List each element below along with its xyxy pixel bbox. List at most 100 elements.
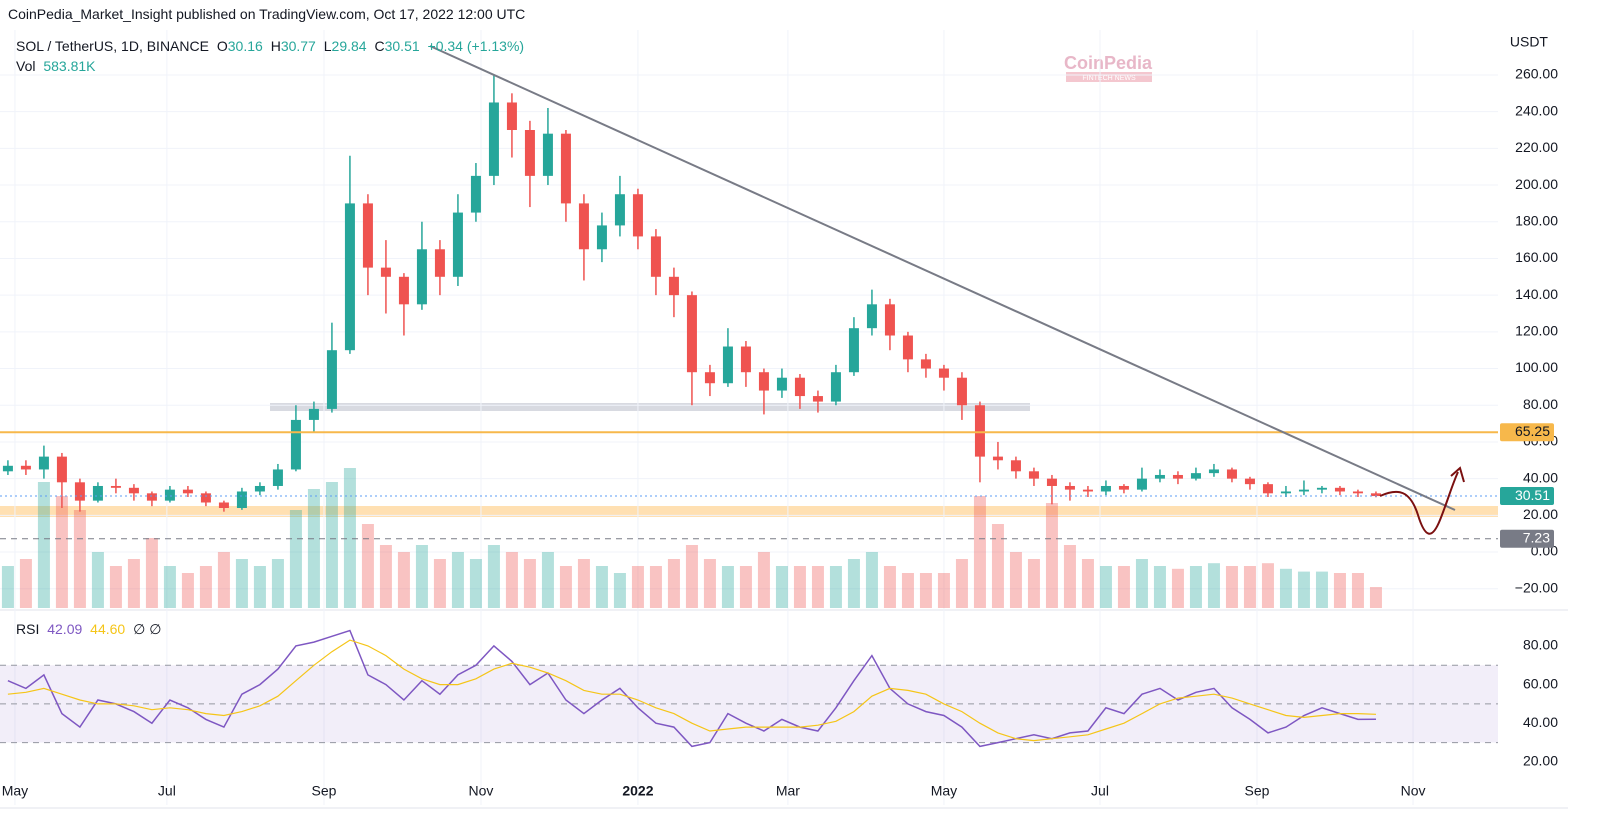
candle-body <box>362 203 373 268</box>
c-label: C <box>374 38 385 54</box>
y-tick-label: 140.00 <box>1515 286 1558 302</box>
candle-body <box>470 175 481 213</box>
low: 29.84 <box>331 38 367 54</box>
candle-body <box>92 485 103 501</box>
candle-body <box>686 295 697 373</box>
volume-bar <box>1027 559 1040 608</box>
candle-body <box>830 372 841 402</box>
candle-body <box>938 368 949 378</box>
volume-bar <box>739 566 752 608</box>
candle-body <box>866 304 877 329</box>
candle-body <box>290 419 301 470</box>
volume-bar <box>1261 563 1274 608</box>
y-tick-label: 260.00 <box>1515 66 1558 82</box>
volume-bar <box>955 559 968 608</box>
volume-bar <box>1207 563 1220 608</box>
candle-body <box>452 212 463 277</box>
volume-bar <box>1135 559 1148 608</box>
candle-body <box>1136 478 1147 490</box>
candle-body <box>542 133 553 176</box>
candle-body <box>146 493 157 501</box>
candle-body <box>1262 484 1273 494</box>
candle-body <box>308 408 319 420</box>
close: 30.51 <box>384 38 420 54</box>
volume-bar <box>1315 571 1328 608</box>
l-label: L <box>323 38 332 54</box>
y-tick-label: 40.00 <box>1523 469 1558 485</box>
candle-body <box>794 377 805 397</box>
candle-body <box>20 465 31 470</box>
candle-body <box>1280 491 1291 494</box>
candle-body <box>1352 491 1363 494</box>
volume-bar <box>559 566 572 608</box>
rsi-line <box>7 639 1377 742</box>
volume-bar <box>865 552 878 608</box>
y-tick-label: 80.00 <box>1523 637 1558 653</box>
candle-body <box>668 276 679 296</box>
publisher: CoinPedia_Market_Insight published on Tr… <box>8 6 526 22</box>
candle-body <box>506 102 517 131</box>
candle-body <box>2 465 13 472</box>
volume-bar <box>613 573 626 608</box>
candle-body <box>182 489 193 494</box>
volume-bar <box>325 482 338 608</box>
candle-body <box>632 194 643 237</box>
volume-bar <box>181 573 194 608</box>
candle-body <box>1028 471 1039 479</box>
volume-bar <box>577 559 590 608</box>
rsi-extra: ∅ ∅ <box>133 621 162 637</box>
candle-body <box>578 203 589 250</box>
volume-bar <box>757 552 770 608</box>
price-label: 7.23 <box>1523 529 1550 545</box>
volume-bar <box>775 566 788 608</box>
candle-body <box>398 276 409 305</box>
volume-bar <box>685 545 698 608</box>
x-tick-label: May <box>2 783 28 799</box>
volume-bar <box>433 559 446 608</box>
watermark-brand: CoinPedia <box>1064 53 1153 73</box>
vol: 583.81K <box>43 58 96 74</box>
volume-bar <box>1225 566 1238 608</box>
volume-bar <box>811 566 824 608</box>
candle-body <box>596 225 607 250</box>
volume-bar <box>307 489 320 608</box>
volume-bar <box>1297 571 1310 608</box>
y-tick-label: 240.00 <box>1515 102 1558 118</box>
candle-body <box>956 377 967 406</box>
candle-body <box>254 485 265 492</box>
volume-bar <box>595 566 608 608</box>
volume-bar <box>361 524 374 608</box>
volume-bar <box>1081 559 1094 608</box>
candle-body <box>1046 478 1057 486</box>
x-tick-label: Nov <box>469 783 494 799</box>
candle-body <box>650 236 661 277</box>
volume-bar <box>19 559 32 608</box>
candle-body <box>758 372 769 391</box>
volume-bar <box>1045 503 1058 608</box>
y-tick-label: 40.00 <box>1523 714 1558 730</box>
volume-bar <box>793 566 806 608</box>
candle-body <box>164 489 175 501</box>
volume-bar <box>1171 568 1184 608</box>
rsi-name: RSI <box>16 621 40 637</box>
open: 30.16 <box>227 38 263 54</box>
candle-body <box>614 194 625 226</box>
rsi-legend: RSI 42.09 44.60 ∅ ∅ <box>16 621 165 638</box>
volume-bar <box>721 566 734 608</box>
candle-body <box>344 203 355 351</box>
volume-bar <box>703 559 716 608</box>
candle-body <box>1172 474 1183 479</box>
volume-bar <box>289 510 302 608</box>
candle-body <box>1370 493 1381 497</box>
candle-body <box>1334 487 1345 492</box>
candle-body <box>1190 473 1201 479</box>
volume-bar <box>631 566 644 608</box>
candle-body <box>74 482 85 501</box>
marks <box>0 30 1498 805</box>
volume-bar <box>397 552 410 608</box>
candle-body <box>1118 485 1129 490</box>
candle-body <box>992 456 1003 461</box>
candle-body <box>56 456 67 483</box>
volume-bar <box>1 566 14 608</box>
y-tick-label: 100.00 <box>1515 359 1558 375</box>
